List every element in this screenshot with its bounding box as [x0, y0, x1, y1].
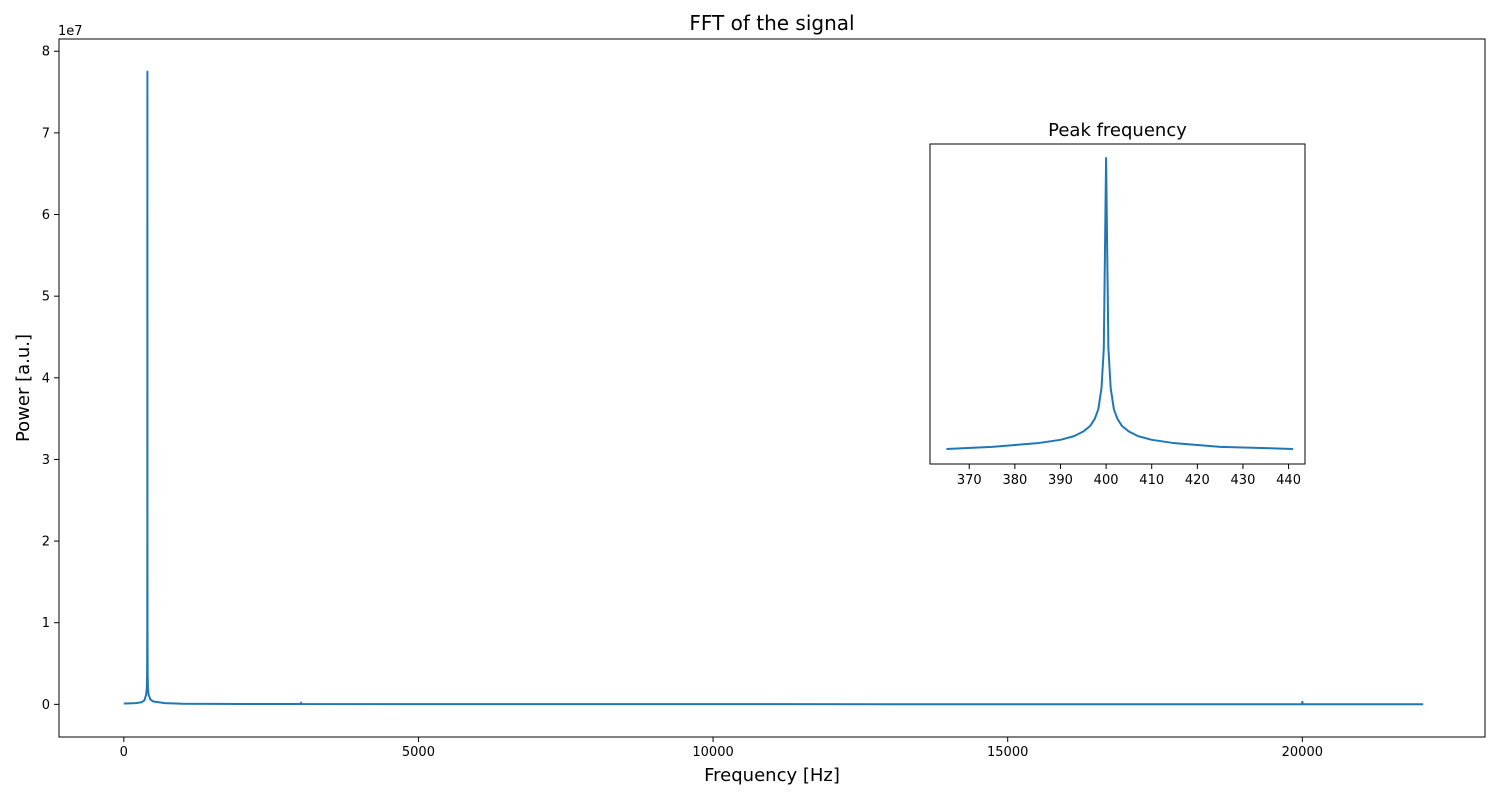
inset-x-tick-label: 440	[1276, 473, 1301, 488]
main-x-tick-label: 0	[120, 745, 128, 760]
inset-plot-area	[946, 157, 1294, 450]
main-chart-title: FFT of the signal	[689, 11, 854, 35]
inset-x-tick-label: 430	[1231, 473, 1256, 488]
main-x-tick-label: 20000	[1282, 745, 1323, 760]
main-x-axis-label: Frequency [Hz]	[704, 765, 840, 786]
main-y-scale-label: 1e7	[58, 24, 83, 39]
inset-chart-title: Peak frequency	[1048, 120, 1187, 141]
main-y-tick-label: 3	[42, 453, 50, 468]
main-y-axis: 0 1 2 3 4 5 6 7 8	[42, 45, 59, 713]
main-y-tick-label: 6	[42, 208, 50, 223]
inset-x-tick-label: 400	[1094, 473, 1119, 488]
inset-x-tick-label: 390	[1048, 473, 1073, 488]
main-series-line	[123, 70, 1424, 706]
main-plot-area	[123, 70, 1424, 706]
inset-background	[930, 144, 1305, 464]
inset-x-axis: 370 380 390 400 410 420 430 440	[957, 464, 1301, 488]
inset-chart: Peak frequency 370 380 390 400 410 420 430 440	[929, 120, 1306, 488]
main-y-tick-label: 7	[42, 126, 50, 141]
inset-x-tick-label: 410	[1139, 473, 1164, 488]
main-axes-frame	[58, 38, 1486, 738]
main-y-tick-label: 2	[42, 535, 50, 550]
main-y-axis-label: Power [a.u.]	[13, 334, 34, 442]
main-x-tick-label: 5000	[402, 745, 435, 760]
main-chart: FFT of the signal 1e7 0 5000 10000 15000 200…	[13, 11, 1486, 786]
main-y-tick-label: 8	[42, 45, 50, 60]
main-y-tick-label: 5	[42, 290, 50, 305]
main-y-tick-label: 4	[42, 371, 50, 386]
main-x-tick-label: 10000	[692, 745, 733, 760]
inset-x-tick-label: 370	[957, 473, 982, 488]
main-y-tick-label: 1	[42, 616, 50, 631]
main-y-tick-label: 0	[42, 698, 50, 713]
inset-x-tick-label: 420	[1185, 473, 1210, 488]
inset-x-tick-label: 380	[1002, 473, 1027, 488]
main-x-tick-label: 15000	[987, 745, 1028, 760]
inset-axes-frame	[929, 143, 1306, 465]
inset-series-line	[946, 157, 1294, 450]
main-x-axis: 0 5000 10000 15000 20000	[120, 737, 1323, 760]
